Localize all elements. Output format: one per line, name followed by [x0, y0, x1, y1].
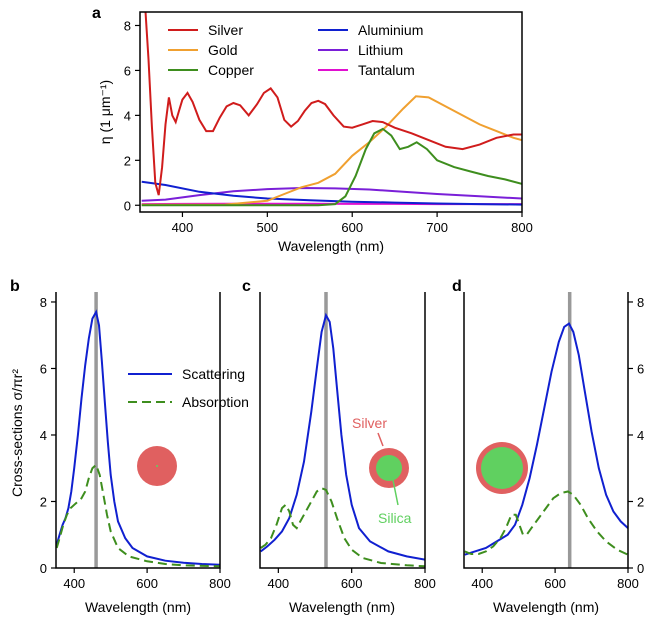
x-tick-label: 400 [172, 220, 194, 235]
series-line-copper [141, 127, 522, 207]
legend-label-scattering: Scattering [182, 366, 245, 382]
legend-label-lithium: Lithium [358, 42, 403, 58]
y-tick-label: 4 [124, 108, 131, 123]
y-tick-label: 8 [40, 295, 47, 310]
series-line-scattering [56, 309, 220, 566]
panel-c-letter: c [242, 278, 251, 295]
panel-b-ticks: 400 600 800 0 2 4 6 8 [40, 295, 231, 591]
legend-label-absorption: Absorption [182, 394, 249, 410]
series-line-lithium [141, 186, 522, 202]
x-tick-label: 800 [511, 220, 533, 235]
particle-core [156, 465, 158, 467]
panel-d-letter: d [452, 278, 462, 295]
particle-core [376, 455, 402, 481]
series-line-absorption [56, 463, 220, 568]
panel-b-xlabel: Wavelength (nm) [85, 599, 191, 615]
y-tick-label: 6 [40, 361, 47, 376]
panel-a-plot-area [141, 12, 522, 207]
panel-c-ticks: 400 600 800 [267, 568, 436, 591]
annotation-silver-pointer [377, 432, 384, 447]
series-line-gold [141, 95, 522, 206]
y-tick-label: 0 [637, 561, 644, 576]
series-line-aluminium [141, 180, 522, 206]
y-tick-label: 6 [637, 361, 644, 376]
panel-c-xlabel: Wavelength (nm) [289, 599, 395, 615]
y-tick-label: 0 [40, 561, 47, 576]
y-tick-label: 4 [637, 428, 644, 443]
x-tick-label: 600 [341, 576, 363, 591]
panel-frame [463, 292, 629, 569]
panel-a-xlabel: Wavelength (nm) [278, 238, 384, 254]
y-tick-label: 6 [124, 63, 131, 78]
panel-d-xlabel: Wavelength (nm) [493, 599, 599, 615]
particle-core [481, 447, 523, 489]
y-tick-label: 8 [124, 18, 131, 33]
panel-frame [259, 292, 426, 569]
panel-c-plot-area [259, 292, 426, 569]
panel-d-plot-area [463, 292, 629, 569]
panel-a-ticks: 400 500 600 700 800 0 2 4 6 8 [124, 18, 533, 235]
series-line-scattering [464, 322, 628, 556]
panel-b: b 400 600 800 0 2 4 6 8 Wavelength (nm) Cross-s… [9, 278, 249, 615]
series-line-silver [144, 12, 522, 196]
panel-b-ylabel: Cross-sections σ/πr² [9, 369, 25, 497]
y-tick-label: 2 [40, 494, 47, 509]
panel-b-legend: Scattering Absorption [128, 366, 249, 410]
legend-label-copper: Copper [208, 62, 254, 78]
x-tick-label: 400 [63, 576, 85, 591]
x-tick-label: 700 [426, 220, 448, 235]
x-tick-label: 600 [136, 576, 158, 591]
legend-label-silver: Silver [208, 22, 243, 38]
y-tick-label: 4 [40, 428, 47, 443]
y-tick-label: 8 [637, 295, 644, 310]
panel-b-plot-area [55, 292, 221, 569]
annotation-silver: Silver [352, 415, 387, 431]
x-tick-label: 400 [267, 576, 289, 591]
series-line-scattering [260, 312, 425, 561]
y-tick-label: 2 [637, 494, 644, 509]
series-line-absorption [464, 490, 628, 556]
panel-a-letter: a [92, 5, 101, 22]
x-tick-label: 800 [414, 576, 436, 591]
y-tick-label: 0 [124, 198, 131, 213]
panel-a-ylabel: η (1 μm⁻¹) [97, 80, 113, 144]
x-tick-label: 800 [617, 576, 639, 591]
panel-a-legend: Silver Gold Copper Aluminium Lithium Tan… [168, 22, 423, 78]
legend-label-tantalum: Tantalum [358, 62, 415, 78]
y-tick-label: 2 [124, 153, 131, 168]
panel-a-frame [139, 11, 523, 213]
panel-b-letter: b [10, 278, 20, 295]
panel-a: a 400 500 600 700 800 0 2 4 6 8 Wavelength (nm) η… [92, 5, 533, 254]
x-tick-label: 600 [544, 576, 566, 591]
x-tick-label: 600 [341, 220, 363, 235]
annotation-silica-pointer [392, 479, 399, 506]
panel-c: c 400 600 800 Wavelength (nm) Silver Silic… [242, 278, 436, 615]
legend-label-aluminium: Aluminium [358, 22, 423, 38]
x-tick-label: 800 [209, 576, 231, 591]
x-tick-label: 500 [256, 220, 278, 235]
panel-frame [55, 292, 221, 569]
series-line-absorption [260, 487, 425, 568]
annotation-silica: Silica [378, 510, 412, 526]
legend-label-gold: Gold [208, 42, 238, 58]
x-tick-label: 400 [471, 576, 493, 591]
